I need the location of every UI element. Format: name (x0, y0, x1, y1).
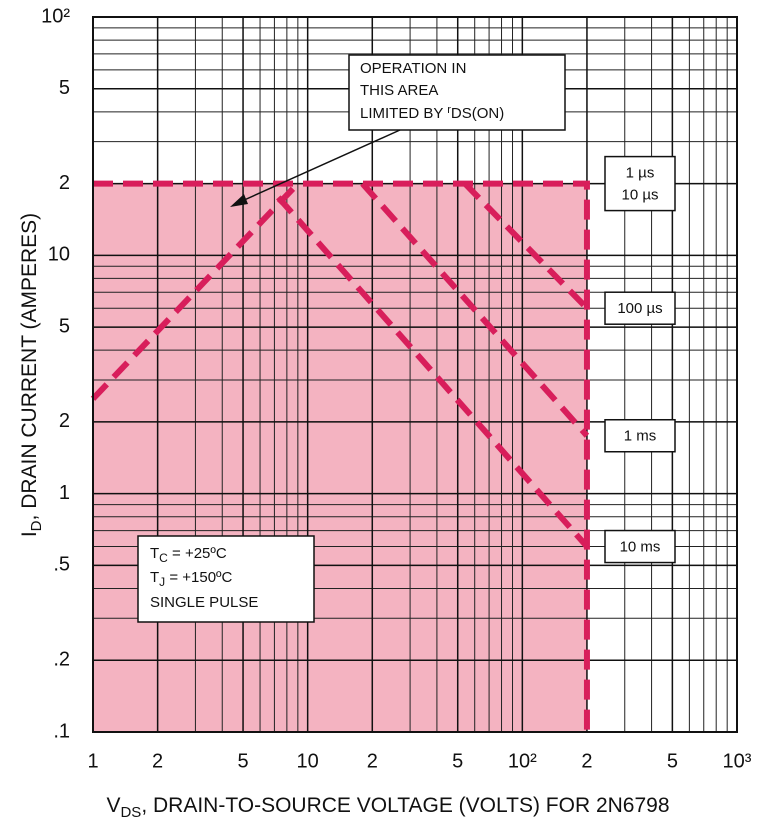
condition-text: SINGLE PULSE (150, 594, 258, 611)
x-tick-label: 10² (508, 750, 537, 772)
y-tick-label: 2 (59, 172, 70, 194)
x-tick-label: 10³ (723, 750, 752, 772)
x-tick-label: 2 (367, 750, 378, 772)
series-line (93, 180, 590, 732)
annotation-text: OPERATION IN (360, 60, 466, 77)
line-layer (90, 180, 590, 732)
annotation-arrow (241, 129, 401, 202)
annotation-sup: r (447, 104, 451, 116)
x-axis-title: , DRAIN-TO-SOURCE VOLTAGE (VOLTS) FOR 2N… (141, 794, 669, 817)
y-tick-label: 5 (59, 315, 70, 337)
annotation-text: LIMITED BY rDS(ON) (360, 104, 504, 122)
condition-sub: C (159, 551, 168, 565)
x-axis-title-sub: DS (120, 804, 141, 821)
condition-text: T (150, 545, 159, 562)
x-tick-label: 1 (87, 750, 98, 772)
y-tick-label: 1 (59, 482, 70, 504)
annotation-text: DS(ON) (451, 105, 504, 122)
series-label: 100 µs (617, 300, 662, 317)
series-label: 10 ms (620, 539, 661, 556)
y-tick-label: 10 (48, 244, 70, 266)
series-line (360, 181, 590, 438)
condition-text: T (150, 569, 159, 586)
x-tick-label: 5 (237, 750, 248, 772)
series-line (276, 195, 590, 549)
annotation-box (348, 54, 566, 131)
y-tick-label: .5 (53, 554, 70, 576)
series-label-box (604, 418, 676, 453)
y-axis-title-sub: D (28, 520, 45, 531)
arrow-head (230, 194, 248, 207)
conditions-box (137, 535, 315, 623)
condition-text: TJ = +150ºC (150, 569, 233, 589)
x-tick-label: 5 (667, 750, 678, 772)
plot-frame (92, 16, 738, 733)
y-tick-label: .1 (53, 720, 70, 742)
x-tick-label: 2 (581, 750, 592, 772)
series-label: 1 µs (626, 165, 655, 182)
series-label: 1 ms (624, 428, 657, 445)
y-tick-label: 2 (59, 410, 70, 432)
x-tick-label: 10 (297, 750, 319, 772)
y-axis-title: I (18, 531, 41, 537)
annotation-text: LIMITED BY (360, 105, 447, 122)
x-tick-label: 2 (152, 750, 163, 772)
x-tick-label: 5 (452, 750, 463, 772)
series-label: 10 µs (622, 187, 659, 204)
series-label-box (604, 291, 676, 325)
annotation-text: THIS AREA (360, 82, 438, 99)
series-label-box (604, 155, 676, 212)
y-tick-label: .2 (53, 649, 70, 671)
series-line (90, 181, 301, 401)
y-axis-title: ID, DRAIN CURRENT (AMPERES) (18, 213, 45, 537)
condition-sub: J (159, 575, 165, 589)
condition-text: = +25ºC (168, 545, 227, 562)
series-label-box (604, 529, 676, 564)
y-axis-title: , DRAIN CURRENT (AMPERES) (18, 213, 41, 521)
x-axis-title: VDS, DRAIN-TO-SOURCE VOLTAGE (VOLTS) FOR… (106, 794, 669, 821)
condition-text: TC = +25ºC (150, 545, 227, 565)
y-tick-label: 5 (59, 77, 70, 99)
x-axis-title: V (106, 794, 120, 817)
y-tick-label: 10² (41, 5, 70, 27)
condition-text: = +150ºC (165, 569, 232, 586)
